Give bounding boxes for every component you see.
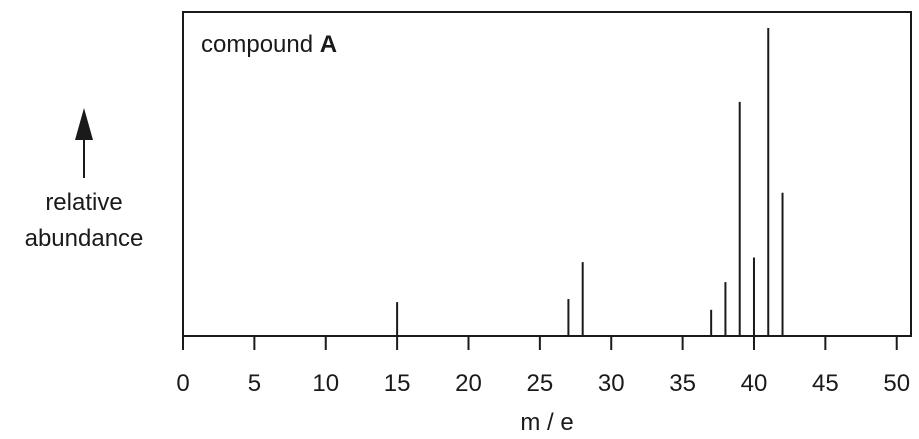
x-tick-label-25: 25: [527, 370, 554, 397]
x-tick-label-30: 30: [598, 370, 625, 397]
x-axis-ticks: [182, 336, 898, 350]
plot-frame: [182, 11, 912, 337]
y-axis-label-line-1: relative: [45, 189, 122, 216]
x-tick-label-45: 45: [812, 370, 839, 397]
x-tick-label-35: 35: [669, 370, 696, 397]
x-tick-label-5: 5: [248, 370, 261, 397]
x-tick-label-50: 50: [883, 370, 910, 397]
x-tick-label-15: 15: [384, 370, 411, 397]
x-tick-label-20: 20: [455, 370, 482, 397]
x-tick-label-10: 10: [312, 370, 339, 397]
x-axis-tick-labels: 0 5 10 15 20 25 30 35 40 45 50: [176, 370, 910, 397]
x-tick-label-0: 0: [176, 370, 189, 397]
spectrum-peaks: [396, 28, 784, 336]
y-axis-up-arrow-icon: [75, 108, 93, 178]
chart-title-compound-letter: A: [320, 31, 337, 58]
x-axis-label: m / e: [520, 409, 573, 436]
chart-title-prefix: compound: [201, 31, 320, 58]
chart-title: compound A: [201, 31, 337, 58]
x-tick-label-40: 40: [741, 370, 768, 397]
y-axis-label-line-2: abundance: [25, 225, 144, 252]
